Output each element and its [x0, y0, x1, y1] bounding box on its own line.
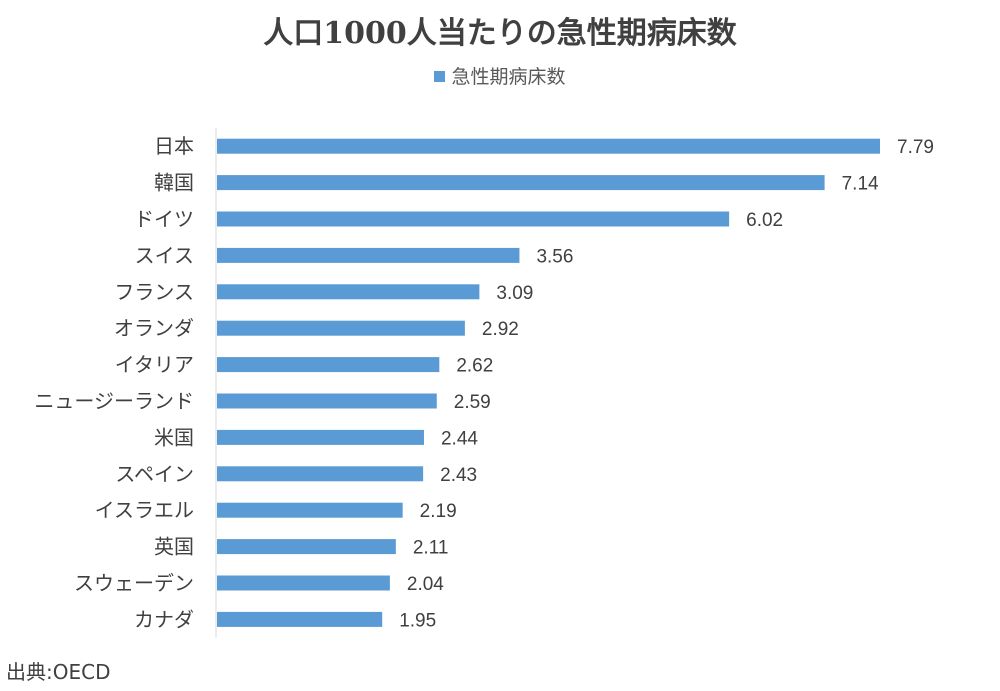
category-label-7: イタリア	[115, 353, 194, 377]
category-label-6: オランダ	[114, 316, 194, 340]
category-label-9: 米国	[154, 425, 194, 449]
category-label-8: ニュージーランド	[34, 389, 194, 413]
data-label-11: 2.19	[420, 501, 457, 522]
category-label-10: スペイン	[115, 462, 194, 486]
chart-title: 人口1000人当たりの急性期病床数	[263, 16, 737, 51]
data-label-3: 6.02	[746, 210, 783, 231]
category-label-12: 英国	[154, 535, 194, 559]
category-label-1: 日本	[154, 134, 194, 158]
bar-9	[217, 429, 424, 445]
data-label-12: 2.11	[413, 538, 449, 559]
bar-6	[217, 320, 465, 336]
bar-14	[217, 611, 383, 627]
data-label-1: 7.79	[897, 137, 934, 158]
bar-12	[217, 539, 396, 555]
category-label-14: カナダ	[134, 607, 194, 631]
bar-3	[217, 211, 730, 227]
data-label-7: 2.62	[456, 356, 493, 377]
category-label-13: スウェーデン	[74, 571, 194, 595]
bar-10	[217, 466, 424, 482]
bar-2	[217, 175, 825, 191]
data-label-14: 1.95	[399, 610, 436, 631]
category-label-2: 韓国	[154, 171, 194, 195]
bar-13	[217, 575, 390, 591]
legend-swatch	[434, 71, 446, 82]
category-label-3: ドイツ	[134, 207, 194, 231]
category-label-4: スイス	[135, 243, 194, 267]
legend-label: 急性期病床数	[451, 66, 566, 88]
data-label-4: 3.56	[536, 246, 573, 267]
source-note: 出典:OECD	[6, 660, 111, 684]
bar-5	[217, 284, 480, 300]
bar-1	[217, 138, 880, 154]
data-label-2: 7.14	[842, 174, 879, 195]
data-label-5: 3.09	[496, 283, 533, 304]
bar-11	[217, 502, 403, 518]
bar-7	[217, 357, 440, 373]
data-label-6: 2.92	[482, 319, 519, 340]
category-label-5: フランス	[114, 280, 194, 304]
data-label-10: 2.43	[440, 465, 477, 486]
data-label-13: 2.04	[407, 574, 444, 595]
data-label-8: 2.59	[454, 392, 491, 413]
data-label-9: 2.44	[441, 428, 478, 449]
category-label-11: イスラエル	[95, 498, 194, 522]
bar-8	[217, 393, 437, 409]
bar-4	[217, 247, 520, 263]
legend: 急性期病床数	[0, 62, 1000, 89]
